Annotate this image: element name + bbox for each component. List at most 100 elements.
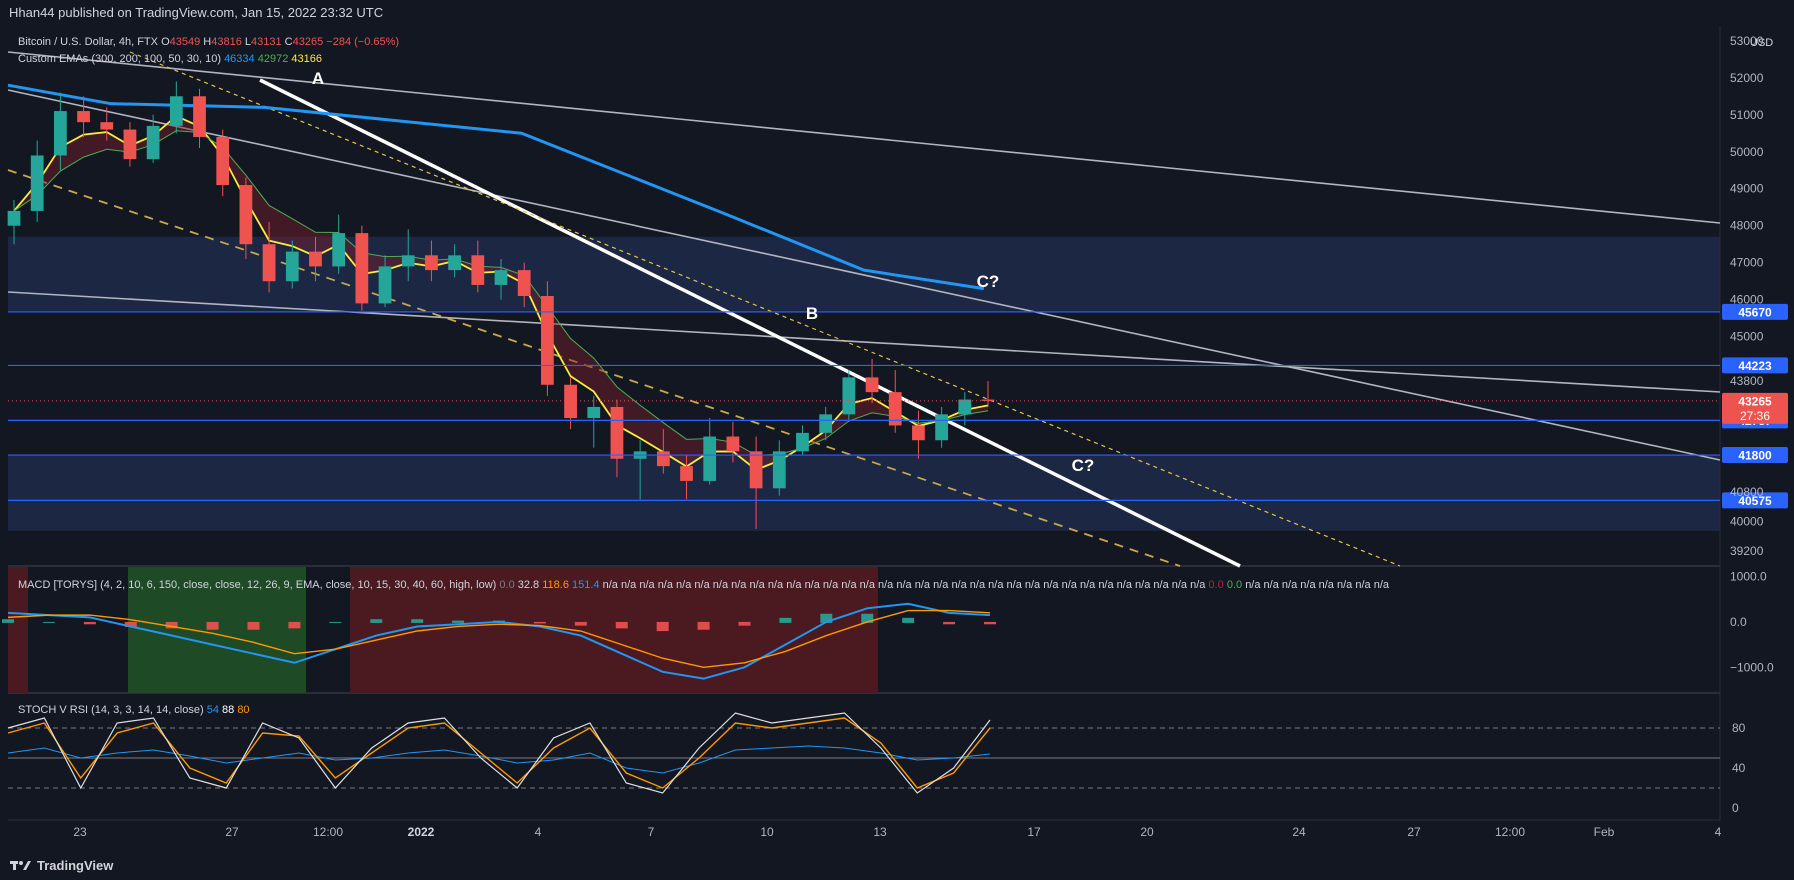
wave-label: C? — [1072, 456, 1095, 475]
legend-value: n/a — [970, 579, 988, 591]
trendline — [7, 51, 1721, 224]
legend-value: n/a — [713, 579, 731, 591]
level-label-bg — [1722, 303, 1788, 320]
candle-body — [772, 451, 786, 489]
rsi-line — [7, 745, 991, 774]
legend-value: n/a — [933, 579, 951, 591]
legend-value: n/a — [805, 579, 823, 591]
stoch-d-line — [7, 717, 991, 789]
macd-histogram-bar — [697, 621, 710, 630]
candle-body — [958, 399, 972, 415]
stoch-legend: STOCH V RSI (14, 3, 3, 14, 14, close) 54… — [18, 704, 250, 716]
tradingview-footer[interactable]: TradingView — [0, 850, 1794, 880]
legend-part: Bitcoin / U.S. Dollar, 4h, FTX — [18, 36, 161, 48]
trendline — [7, 291, 1721, 393]
ema-legend: Custom EMAs (300, 200, 100, 50, 30, 10) … — [18, 53, 322, 65]
time-tick: 24 — [1292, 825, 1306, 839]
legend-value: n/a — [951, 579, 969, 591]
macd-histogram-bar — [124, 621, 137, 628]
legend-value: n/a — [786, 579, 804, 591]
price-tick: 45000 — [1730, 330, 1764, 344]
legend-value: n/a — [1172, 579, 1190, 591]
legend-value: n/a — [1300, 579, 1318, 591]
tradingview-logo-icon — [10, 861, 31, 870]
macd-histogram-bar — [861, 613, 874, 623]
time-tick: 13 — [873, 825, 887, 839]
legend-value: 0.0 — [1227, 579, 1245, 591]
legend-part: −284 (−0.65%) — [326, 36, 399, 48]
candle-body — [239, 185, 253, 245]
candle-body — [541, 296, 554, 385]
stoch-tick: 40 — [1732, 761, 1746, 775]
horizontal-levels[interactable]: 45670442234273741800405754326527:36 — [8, 303, 1788, 509]
price-tick: 51000 — [1730, 108, 1764, 122]
candle-body — [726, 436, 740, 452]
macd-bg-green — [128, 567, 306, 693]
legend-value: n/a — [1117, 579, 1135, 591]
candle-body — [935, 414, 948, 441]
macd-histogram-bar — [984, 621, 996, 625]
legend-part: MACD [TORYS] (4, 2, 10, 6, 150, close, c… — [18, 579, 499, 591]
legend-value: n/a — [1007, 579, 1025, 591]
candle-body — [587, 406, 601, 419]
zone-box — [8, 455, 1720, 531]
candle-body — [494, 270, 508, 285]
macd-bg-red — [350, 567, 878, 693]
legend-value: n/a — [1282, 579, 1300, 591]
legend-value: 151.4 — [572, 579, 603, 591]
time-tick: Feb — [1594, 825, 1615, 839]
legend-value: n/a — [915, 579, 933, 591]
time-tick: 12:00 — [1495, 825, 1525, 839]
candle-body — [54, 111, 67, 156]
price-tick: 46000 — [1730, 293, 1764, 307]
candle-body — [656, 451, 670, 467]
legend-part: 88 — [222, 704, 237, 716]
macd-tick: 1000.0 — [1730, 570, 1767, 584]
legend-part: H — [203, 36, 211, 48]
macd-histogram-bar — [820, 613, 833, 623]
macd-pane — [2, 567, 996, 693]
stoch-tick: 0 — [1732, 801, 1739, 815]
candle-body — [610, 406, 624, 459]
macd-histogram-bar — [779, 617, 792, 623]
macd-histogram-bar — [165, 621, 178, 629]
macd-histogram-bar — [411, 619, 424, 623]
legend-value: n/a — [823, 579, 841, 591]
price-tick: 53000 — [1730, 34, 1764, 48]
candle-body — [30, 155, 44, 211]
time-tick: 7 — [648, 825, 655, 839]
time-tick: 4 — [535, 825, 542, 839]
legend-value: n/a — [878, 579, 896, 591]
legend-value: n/a — [896, 579, 914, 591]
candle-body — [332, 233, 346, 267]
legend-value: n/a — [731, 579, 749, 591]
legend-part: 43166 — [291, 53, 322, 65]
candle-body — [517, 270, 531, 296]
macd-histogram-bar — [42, 621, 55, 623]
legend-value: n/a — [1062, 579, 1080, 591]
macd-histogram-bar — [943, 621, 956, 625]
macd-histogram-bar — [902, 617, 915, 623]
price-tick: 48000 — [1730, 219, 1764, 233]
wave-annotations: A B C? C? — [312, 69, 1094, 475]
candle-body — [703, 436, 717, 481]
candle-body — [216, 136, 230, 186]
candle-body — [77, 111, 90, 123]
legend-value: n/a — [639, 579, 657, 591]
stoch-tick: 80 — [1732, 721, 1746, 735]
macd-histogram-bar — [206, 621, 219, 630]
legend-value: n/a — [1080, 579, 1098, 591]
legend-part: Custom EMAs (300, 200, 100, 50, 30, 10) — [18, 53, 224, 65]
candle-body — [309, 251, 322, 267]
level-label: 45670 — [1738, 305, 1772, 319]
price-tick: 43800 — [1730, 374, 1764, 388]
macd-histogram-bar — [370, 619, 383, 623]
publish-text: Hhan44 published on TradingView.com, Jan… — [9, 5, 384, 20]
candle-body — [169, 96, 183, 126]
macd-tick: −1000.0 — [1730, 660, 1774, 674]
price-tick: 39200 — [1730, 544, 1764, 558]
macd-legend: MACD [TORYS] (4, 2, 10, 6, 150, close, c… — [18, 579, 1390, 591]
